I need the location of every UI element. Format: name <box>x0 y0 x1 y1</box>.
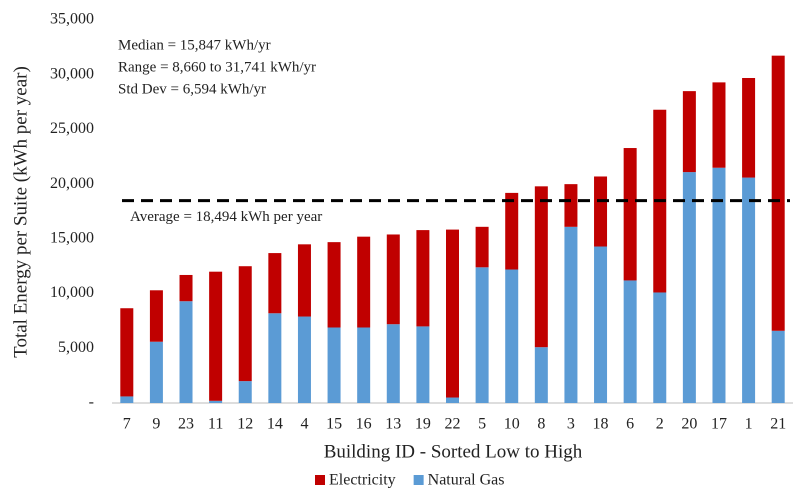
bar-segment <box>386 324 400 403</box>
y-axis-title: Total Energy per Suite (kWh per year) <box>10 66 31 358</box>
bar-segment <box>564 184 578 227</box>
bar-segment <box>268 253 282 314</box>
bar-segment <box>357 236 371 328</box>
x-tick-label: 18 <box>593 416 609 433</box>
bar-segment <box>120 308 134 397</box>
x-tick-label: 13 <box>385 416 401 433</box>
bar-segment <box>209 400 223 403</box>
x-tick-label: 20 <box>681 416 697 433</box>
x-axis-title: Building ID - Sorted Low to High <box>324 441 583 462</box>
bar-segment <box>564 226 578 403</box>
x-tick-label: 1 <box>745 416 753 433</box>
bar-segment <box>179 301 193 403</box>
annotation: Median = 15,847 kWh/yr <box>118 37 271 53</box>
bar-segment <box>149 290 163 342</box>
bar-segment <box>386 234 400 325</box>
bar-segment <box>475 267 489 403</box>
bar-segment <box>268 313 282 403</box>
x-tick-label: 19 <box>415 416 431 433</box>
bar-segment <box>534 186 548 348</box>
y-tick-label: 10,000 <box>50 284 94 301</box>
x-tick-label: 4 <box>300 416 308 433</box>
bar-segment <box>682 172 696 403</box>
x-tick-label: 17 <box>711 416 727 433</box>
bar-segment <box>771 55 785 331</box>
y-tick-label: 25,000 <box>50 120 94 137</box>
bar-segment <box>594 176 608 247</box>
bar-segment <box>446 229 459 398</box>
bar-segment <box>475 226 489 268</box>
bar-segment <box>534 347 548 403</box>
annotation: Range = 8,660 to 31,741 kWh/yr <box>118 59 316 75</box>
bar-segment <box>505 192 519 270</box>
bar-segment <box>179 274 193 302</box>
legend-label: Electricity <box>329 472 396 489</box>
x-tick-label: 15 <box>326 416 342 433</box>
legend-swatch <box>315 475 325 485</box>
x-tick-label: 8 <box>537 416 545 433</box>
x-tick-label: 11 <box>208 416 223 433</box>
bar-segment <box>446 397 459 403</box>
bar-segment <box>712 167 726 403</box>
y-tick-label: 5,000 <box>58 339 94 356</box>
x-tick-label: 22 <box>445 416 461 433</box>
bar-segment <box>742 177 756 403</box>
x-tick-label: 23 <box>178 416 194 433</box>
x-tick-label: 7 <box>123 416 131 433</box>
bar-segment <box>416 230 430 327</box>
bar-segment <box>505 269 519 403</box>
x-tick-label: 2 <box>656 416 664 433</box>
x-tick-label: 14 <box>267 416 283 433</box>
legend-swatch <box>413 475 424 485</box>
x-tick-label: 6 <box>626 416 634 433</box>
x-tick-label: 10 <box>504 416 520 433</box>
x-tick-label: 5 <box>478 416 486 433</box>
x-tick-label: 21 <box>770 416 786 433</box>
bar-segment <box>712 82 726 168</box>
bar-segment <box>653 292 667 403</box>
bar-segment <box>682 91 696 173</box>
bar-segment <box>594 246 608 403</box>
bar-segment <box>209 271 223 401</box>
bar-segment <box>623 280 637 403</box>
x-tick-label: 3 <box>567 416 575 433</box>
x-tick-label: 9 <box>152 416 160 433</box>
x-tick-label: 16 <box>356 416 372 433</box>
bar-segment <box>771 330 785 403</box>
bar-segment <box>623 148 637 281</box>
legend-label: Natural Gas <box>428 472 505 489</box>
bar-segment <box>327 327 341 403</box>
x-tick-label: 12 <box>237 416 253 433</box>
y-tick-label: 20,000 <box>50 175 94 192</box>
bar-segment <box>327 242 341 328</box>
bar-segment <box>238 266 252 382</box>
y-tick-label: 30,000 <box>50 65 94 82</box>
bar-segment <box>742 77 756 178</box>
y-tick-label: 35,000 <box>50 11 94 28</box>
bar-segment <box>297 316 311 403</box>
average-label: Average = 18,494 kWh per year <box>130 209 322 225</box>
bar-segment <box>297 244 311 317</box>
bar-segment <box>120 396 134 403</box>
bar-segment <box>238 381 252 403</box>
y-tick-label: - <box>89 394 94 411</box>
annotation: Std Dev = 6,594 kWh/yr <box>118 81 266 97</box>
y-tick-label: 15,000 <box>50 230 94 247</box>
bar-segment <box>149 341 163 403</box>
bar-segment <box>416 326 430 403</box>
bar-segment <box>357 327 371 403</box>
